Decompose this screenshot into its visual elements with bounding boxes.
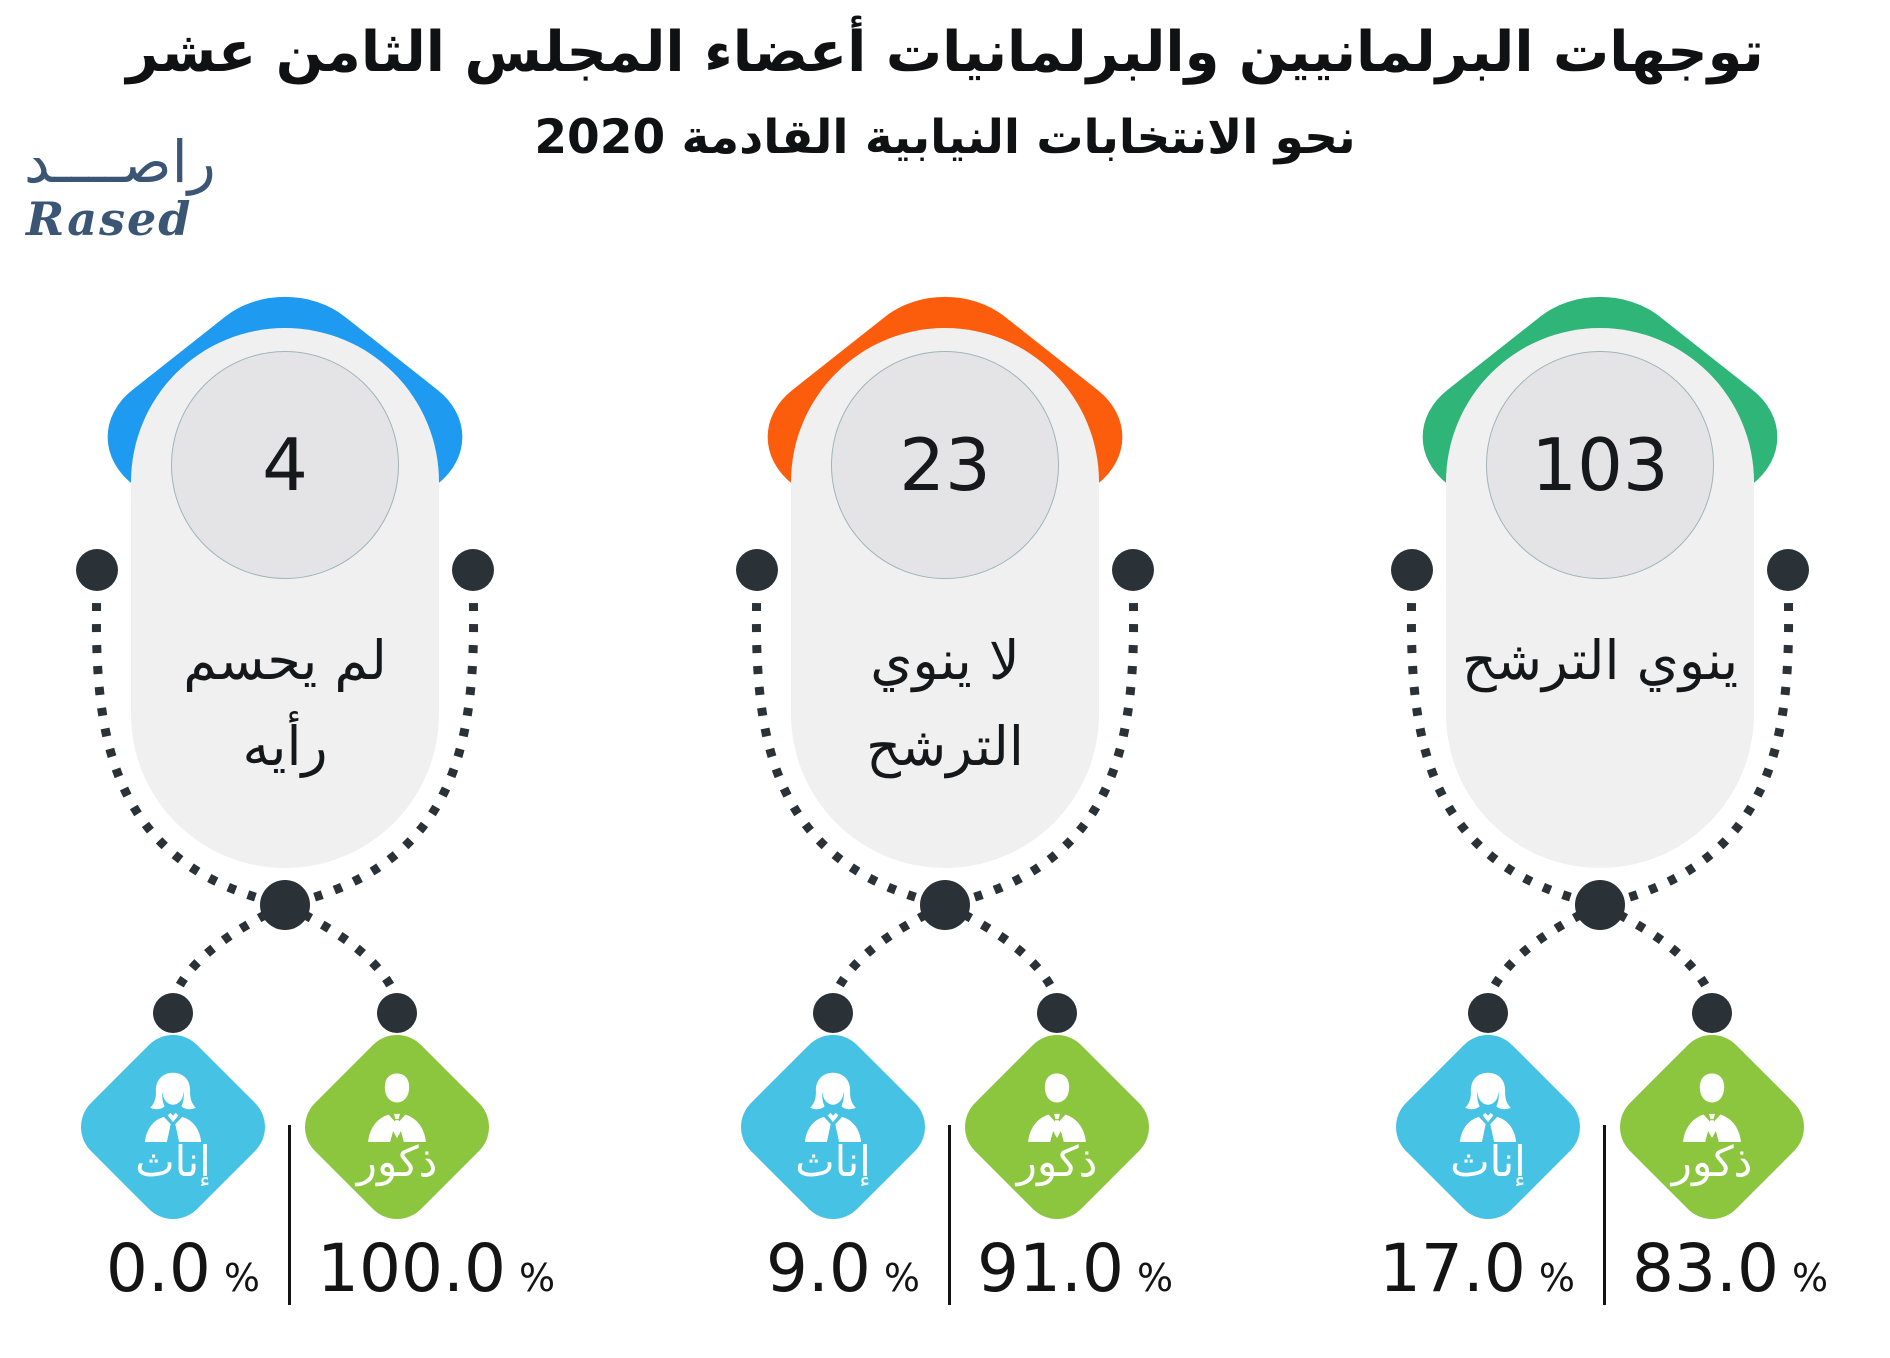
count-circle: 4 bbox=[171, 351, 399, 579]
category-label-line1: ينوي الترشح bbox=[1461, 629, 1739, 692]
count-circle: 103 bbox=[1486, 351, 1714, 579]
category-label: لا ينوي الترشح bbox=[771, 618, 1119, 790]
female-icon bbox=[804, 1072, 862, 1142]
connector-dot bbox=[377, 993, 417, 1033]
male-percentage: 100.0 % bbox=[317, 1228, 555, 1310]
percentage-divider bbox=[1603, 1125, 1606, 1305]
female-icon bbox=[144, 1072, 202, 1142]
percent-sign: % bbox=[1538, 1256, 1575, 1300]
title-line-2: نحو الانتخابات النيابية القادمة 2020 bbox=[534, 110, 1356, 165]
count-value: 23 bbox=[899, 423, 991, 507]
male-badge: ذكور bbox=[1605, 1020, 1819, 1234]
category-label-line1: لا ينوي bbox=[870, 629, 1020, 692]
count-value: 4 bbox=[262, 423, 308, 507]
category-label: ينوي الترشح bbox=[1426, 618, 1774, 704]
percent-sign: % bbox=[1791, 1256, 1829, 1300]
connector-dot bbox=[1112, 549, 1154, 591]
category-column-not-running: 23 لا ينوي الترشح إناث bbox=[615, 200, 1275, 1315]
connector-dot bbox=[452, 549, 494, 591]
female-badge: إناث bbox=[66, 1020, 280, 1234]
male-icon bbox=[1683, 1073, 1741, 1142]
female-label: إناث bbox=[135, 1137, 211, 1186]
connector-dot bbox=[76, 549, 118, 591]
count-value: 103 bbox=[1531, 423, 1669, 507]
female-badge: إناث bbox=[1381, 1020, 1595, 1234]
male-percentage-value: 91.0 bbox=[977, 1230, 1124, 1307]
connector-dot bbox=[1391, 549, 1433, 591]
female-percentage: 0.0 % bbox=[106, 1228, 260, 1310]
connector-dot bbox=[1037, 993, 1077, 1033]
percent-sign: % bbox=[518, 1256, 556, 1300]
connector-dot bbox=[736, 549, 778, 591]
percentage-divider bbox=[948, 1125, 951, 1305]
connector-lines bbox=[76, 549, 494, 1033]
category-label-line2: الترشح bbox=[866, 715, 1024, 778]
category-label-line2: رأيه bbox=[242, 715, 328, 778]
female-percentage: 17.0 % bbox=[1379, 1228, 1575, 1310]
connector-dot bbox=[153, 993, 193, 1033]
male-icon bbox=[1028, 1073, 1086, 1142]
female-icon bbox=[1459, 1072, 1517, 1142]
male-label: ذكور bbox=[1671, 1137, 1753, 1186]
category-column-undecided: 4 لم يحسم رأيه إناث bbox=[0, 200, 615, 1315]
female-label: إناث bbox=[795, 1137, 871, 1186]
male-badge: ذكور bbox=[290, 1020, 504, 1234]
male-badge: ذكور bbox=[950, 1020, 1164, 1234]
connector-dot-center bbox=[920, 880, 970, 930]
category-label-line1: لم يحسم bbox=[183, 629, 387, 692]
male-percentage: 83.0 % bbox=[1632, 1228, 1828, 1310]
rased-logo-latin: Rased bbox=[26, 192, 193, 246]
female-percentage-value: 0.0 bbox=[105, 1230, 211, 1307]
male-label: ذكور bbox=[1016, 1137, 1098, 1186]
connector-dot bbox=[1692, 993, 1732, 1033]
rased-logo-arabic: راصــــد bbox=[24, 128, 216, 196]
connector-dot-center bbox=[1575, 880, 1625, 930]
percent-sign: % bbox=[1136, 1256, 1174, 1300]
category-column-running: 103 ينوي الترشح إناث bbox=[1270, 200, 1890, 1315]
connector-lines bbox=[1391, 549, 1809, 1033]
connector-dot bbox=[813, 993, 853, 1033]
category-label: لم يحسم رأيه bbox=[111, 618, 459, 790]
percent-sign: % bbox=[223, 1256, 260, 1300]
percentage-divider bbox=[288, 1125, 291, 1305]
connector-dot bbox=[1767, 549, 1809, 591]
title-line-1: توجهات البرلمانيين والبرلمانيات أعضاء ال… bbox=[126, 20, 1764, 85]
male-icon bbox=[368, 1073, 426, 1142]
female-percentage-value: 17.0 bbox=[1378, 1230, 1526, 1307]
connector-lines bbox=[736, 549, 1154, 1033]
count-circle: 23 bbox=[831, 351, 1059, 579]
female-percentage: 9.0 % bbox=[766, 1228, 920, 1310]
male-label: ذكور bbox=[356, 1137, 438, 1186]
connector-dot-center bbox=[260, 880, 310, 930]
male-percentage-value: 83.0 bbox=[1632, 1230, 1779, 1307]
female-percentage-value: 9.0 bbox=[765, 1230, 871, 1307]
female-badge: إناث bbox=[726, 1020, 940, 1234]
percent-sign: % bbox=[883, 1256, 920, 1300]
female-label: إناث bbox=[1450, 1137, 1526, 1186]
connector-dot bbox=[1468, 993, 1508, 1033]
male-percentage: 91.0 % bbox=[977, 1228, 1173, 1310]
male-percentage-value: 100.0 bbox=[317, 1230, 506, 1307]
